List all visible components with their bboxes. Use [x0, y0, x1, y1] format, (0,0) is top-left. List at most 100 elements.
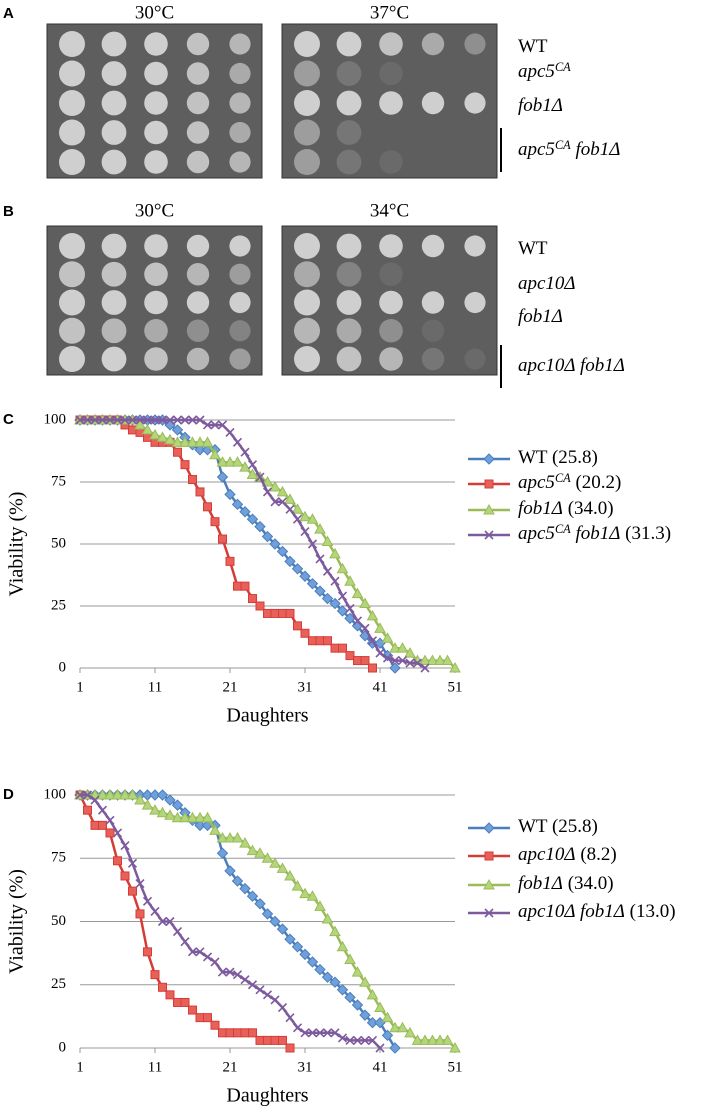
point: [321, 535, 334, 547]
point: [420, 663, 430, 673]
point: [187, 415, 198, 425]
text-run: (34.0): [563, 873, 614, 894]
spot: [144, 61, 168, 86]
point: [180, 460, 190, 470]
point: [344, 953, 356, 964]
point: [330, 1028, 340, 1038]
point: [261, 530, 274, 543]
spot: [336, 149, 362, 175]
point: [351, 999, 364, 1011]
point: [299, 510, 311, 522]
spot: [336, 233, 362, 259]
point: [150, 437, 160, 447]
point: [150, 415, 160, 425]
point: [187, 947, 198, 957]
point: [111, 788, 124, 800]
point: [255, 985, 265, 995]
spot: [144, 120, 168, 145]
point: [172, 927, 183, 937]
point: [195, 487, 205, 497]
y-tick-label: 50: [51, 535, 66, 551]
spot: [101, 346, 127, 372]
point: [353, 656, 362, 666]
spot: [101, 31, 127, 57]
spot: [294, 261, 320, 288]
point: [270, 497, 280, 507]
text-run: apc5: [518, 472, 555, 493]
point: [188, 1005, 197, 1015]
point: [360, 1035, 370, 1045]
point: [150, 970, 160, 980]
point: [322, 1028, 333, 1038]
point: [323, 636, 332, 646]
point: [276, 545, 289, 558]
spot: [101, 61, 127, 86]
text-run: apc10Δ fob1Δ: [518, 355, 625, 376]
point: [263, 1035, 272, 1045]
point: [156, 789, 169, 801]
legend-label: fob1Δ (34.0): [518, 498, 614, 519]
point: [135, 415, 145, 425]
point: [179, 811, 191, 823]
point: [411, 1034, 424, 1045]
legend-label: apc10Δ (8.2): [518, 844, 617, 865]
point: [270, 608, 280, 618]
spot: [336, 261, 362, 287]
text-run: (34.0): [563, 498, 614, 519]
strain-label: fob1Δ: [518, 306, 563, 327]
text-run: WT (25.8): [518, 816, 598, 837]
point: [285, 1013, 295, 1023]
text-run: CA: [555, 60, 571, 74]
point: [75, 415, 85, 425]
spot: [336, 346, 362, 372]
point: [180, 997, 190, 1007]
spot: [421, 291, 445, 314]
spot: [379, 262, 403, 287]
point: [306, 513, 319, 524]
spot: [144, 91, 168, 115]
text-run: CA: [555, 138, 571, 152]
point: [381, 632, 394, 643]
condition-label: 30°C: [135, 2, 174, 23]
point: [330, 576, 340, 586]
point: [254, 520, 266, 533]
point: [233, 1028, 242, 1038]
point: [434, 1034, 446, 1045]
legend-label: apc5CA fob1Δ (31.3): [518, 522, 671, 544]
point: [261, 852, 274, 863]
point: [149, 804, 161, 815]
point: [225, 1028, 235, 1038]
spot: [59, 261, 85, 288]
point: [300, 527, 310, 537]
point: [135, 909, 145, 919]
point: [291, 880, 304, 891]
spot: [101, 233, 127, 259]
point: [366, 609, 379, 621]
x-tick-label: 11: [148, 679, 162, 695]
spot: [186, 347, 210, 371]
spot: [379, 234, 403, 258]
text-run: WT: [518, 238, 548, 259]
point: [246, 468, 259, 480]
point: [225, 556, 235, 566]
text-run: apc5: [518, 61, 555, 82]
point: [397, 655, 408, 666]
text-run: WT: [518, 36, 548, 57]
point: [128, 886, 137, 896]
point: [368, 663, 377, 673]
point: [299, 887, 311, 899]
point: [336, 984, 349, 996]
point: [330, 643, 340, 653]
point: [389, 662, 401, 674]
point: [441, 1034, 454, 1045]
spot: [379, 91, 403, 115]
point: [329, 925, 341, 937]
point: [216, 847, 229, 859]
point: [269, 915, 281, 928]
point: [255, 601, 265, 611]
point: [247, 980, 258, 990]
point: [150, 906, 160, 916]
spot: [186, 62, 210, 85]
spot: [59, 60, 85, 87]
point: [366, 1016, 379, 1029]
